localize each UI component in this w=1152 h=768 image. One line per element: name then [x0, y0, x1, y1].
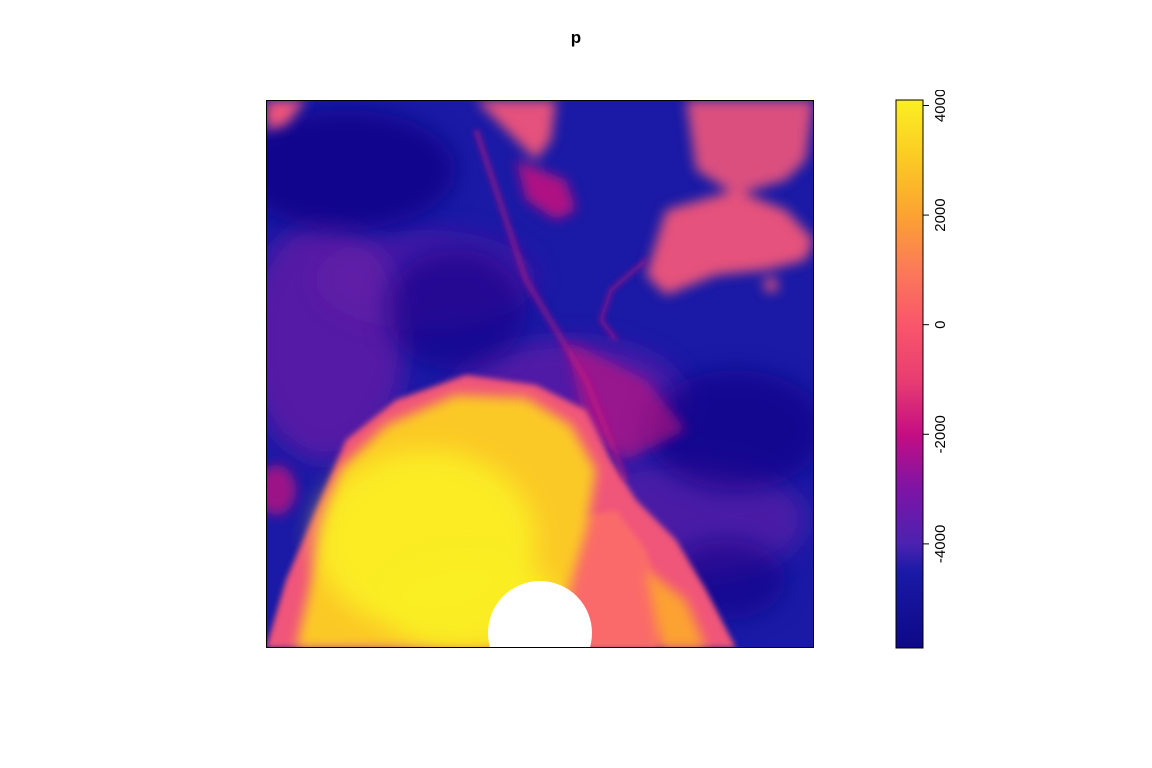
legend-tick-label: 2000	[932, 198, 949, 231]
raster-svg	[266, 100, 814, 648]
color-legend: -4000 -2000 0 2000 4000	[880, 89, 980, 670]
legend-tick-label: -4000	[932, 525, 949, 563]
legend-tick-label: -2000	[932, 415, 949, 453]
salmon-region	[566, 510, 666, 648]
nodata-area	[488, 581, 592, 648]
legend-ticks: -4000 -2000 0 2000 4000	[923, 89, 949, 563]
deep-zones	[266, 110, 814, 620]
legend-tick-label: 0	[932, 321, 949, 329]
legend-svg: -4000 -2000 0 2000 4000	[895, 89, 949, 649]
pink-zones	[266, 100, 814, 515]
raster-frame	[266, 100, 814, 648]
streak-features	[473, 129, 648, 482]
plot-title: p	[570, 28, 582, 47]
legend-tick-label: 4000	[932, 90, 949, 122]
legend-color-bar	[895, 99, 924, 649]
raster-map	[266, 100, 814, 648]
